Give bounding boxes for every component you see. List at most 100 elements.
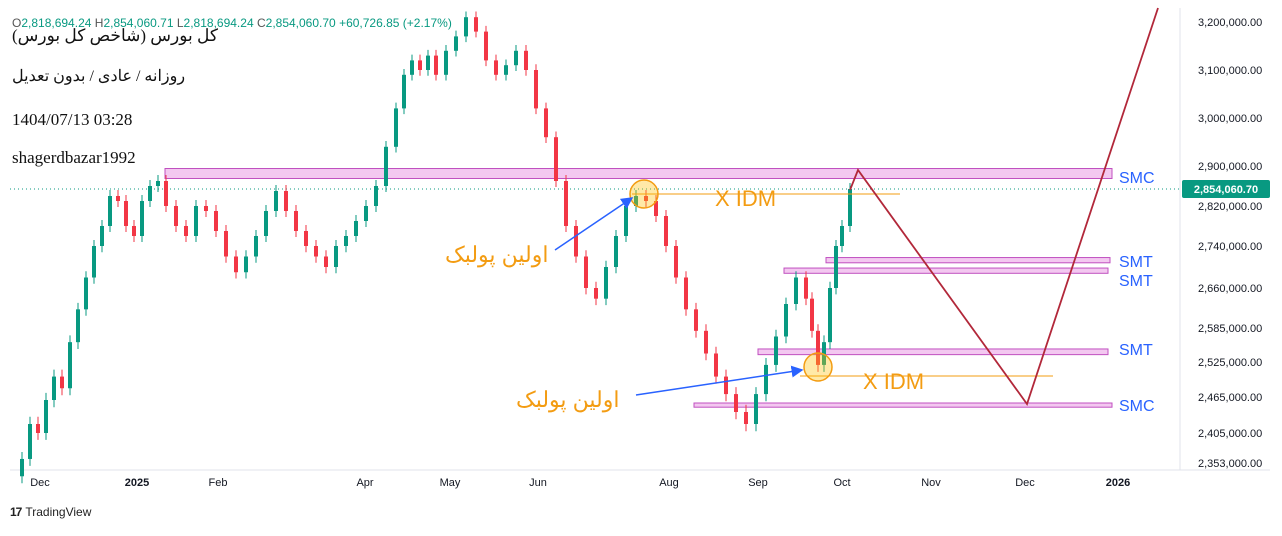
- ohlc-low: 2,818,694.24: [183, 16, 254, 30]
- zone-label: SMT: [1119, 254, 1153, 271]
- candle-body: [156, 181, 160, 186]
- idm-circle: [803, 352, 833, 382]
- candle-body: [364, 206, 368, 221]
- last-price-tag: [1182, 179, 1270, 198]
- timeframe-label: روزانه / عادی / بدون تعدیل: [12, 68, 186, 85]
- candle-body: [334, 246, 338, 267]
- y-tick-label: 3,100,000.00: [1198, 65, 1262, 77]
- candle-body: [92, 246, 96, 278]
- candle-body: [594, 288, 598, 299]
- x-tick-label: Aug: [659, 477, 679, 489]
- tradingview-footer[interactable]: 17 TradingView: [10, 505, 91, 519]
- y-axis[interactable]: 3,200,000.00 3,100,000.00 3,000,000.00 2,90…: [1182, 17, 1270, 470]
- candle-body: [304, 231, 308, 246]
- candle-body: [274, 191, 278, 211]
- candle-body: [754, 394, 758, 424]
- candle-body: [184, 226, 188, 236]
- candle-body: [284, 191, 288, 211]
- x-tick-label: 2026: [1106, 477, 1130, 489]
- candle-body: [724, 376, 728, 395]
- ohlc-close: 2,854,060.70: [265, 16, 336, 30]
- candle-body: [418, 60, 422, 70]
- pullback-label: اولین پولبک: [516, 387, 619, 413]
- zone-box: [693, 402, 1113, 408]
- candle-body: [60, 376, 64, 389]
- x-tick-label: May: [440, 477, 461, 489]
- annotations-layer: X IDM X IDM اولین پولبک اولین پولبک: [445, 7, 1159, 413]
- candle-body: [464, 17, 468, 37]
- y-tick-label: 2,525,000.00: [1198, 357, 1262, 369]
- candle-body: [544, 108, 548, 138]
- datetime-label: 1404/07/13 03:28: [12, 110, 133, 129]
- idm-label: X IDM: [715, 186, 776, 211]
- candle-body: [834, 246, 838, 288]
- candle-body: [434, 55, 438, 75]
- symbol-title: کل بورس (شاخص کل بورس): [12, 26, 218, 45]
- y-tick-label: 2,740,000.00: [1198, 241, 1262, 253]
- candle-body: [564, 181, 568, 226]
- candle-body: [44, 400, 48, 433]
- last-price-label: 2,854,060.70: [1194, 184, 1258, 196]
- candle-body: [324, 256, 328, 267]
- candle-body: [794, 277, 798, 304]
- candle-body: [554, 137, 558, 181]
- candle-body: [494, 60, 498, 75]
- candle-body: [108, 196, 112, 226]
- candle-body: [426, 55, 430, 70]
- ohlc-high-label: H: [94, 16, 104, 30]
- y-tick-label: 2,660,000.00: [1198, 283, 1262, 295]
- candle-body: [694, 309, 698, 331]
- candle-body: [804, 277, 808, 299]
- candle-body: [354, 221, 358, 236]
- candle-body: [194, 206, 198, 236]
- candle-body: [574, 226, 578, 257]
- candle-body: [52, 376, 56, 400]
- y-tick-label: 2,900,000.00: [1198, 161, 1262, 173]
- candle-body: [314, 246, 318, 257]
- candle-body: [374, 186, 378, 206]
- x-tick-label: Sep: [748, 477, 768, 489]
- candle-body: [810, 298, 814, 331]
- projection-path: [849, 7, 1159, 406]
- candle-body: [848, 188, 852, 226]
- x-axis[interactable]: Dec 2025 Feb Apr May Jun Aug Sep Oct Nov Dec 2026: [30, 477, 1130, 489]
- candle-body: [444, 50, 448, 75]
- candle-body: [402, 74, 406, 109]
- candle-body: [484, 31, 488, 61]
- candle-body: [76, 309, 80, 343]
- candle-body: [100, 226, 104, 246]
- candle-body: [474, 17, 478, 32]
- candle-body: [704, 330, 708, 354]
- candle-body: [534, 70, 538, 109]
- candle-body: [140, 201, 144, 236]
- y-tick-label: 2,820,000.00: [1198, 201, 1262, 213]
- candle-body: [394, 108, 398, 147]
- candle-body: [604, 267, 608, 299]
- candle-body: [132, 226, 136, 236]
- candle-body: [654, 201, 658, 216]
- ohlc-open: 2,818,694.24: [21, 16, 92, 30]
- candle-body: [116, 196, 120, 201]
- x-tick-label: Dec: [1015, 477, 1035, 489]
- candle-body: [234, 256, 238, 273]
- candle-body: [164, 181, 168, 206]
- candle-body: [294, 211, 298, 231]
- zone-label: SMC: [1119, 398, 1155, 415]
- pullback-arrow: [554, 197, 634, 251]
- x-tick-label: Nov: [921, 477, 941, 489]
- candle-body: [68, 342, 72, 389]
- y-tick-label: 2,353,000.00: [1198, 458, 1262, 470]
- chart-grid: [10, 8, 1270, 471]
- candle-body: [774, 336, 778, 365]
- pullback-arrow: [635, 365, 804, 396]
- candle-body: [224, 231, 228, 257]
- candle-body: [524, 50, 528, 70]
- candle-body: [214, 211, 218, 231]
- candle-body: [674, 246, 678, 278]
- tradingview-brand: TradingView: [25, 505, 92, 519]
- candle-body: [28, 424, 32, 459]
- candle-body: [734, 394, 738, 412]
- candle-body: [148, 186, 152, 201]
- x-tick-label: 2025: [125, 477, 149, 489]
